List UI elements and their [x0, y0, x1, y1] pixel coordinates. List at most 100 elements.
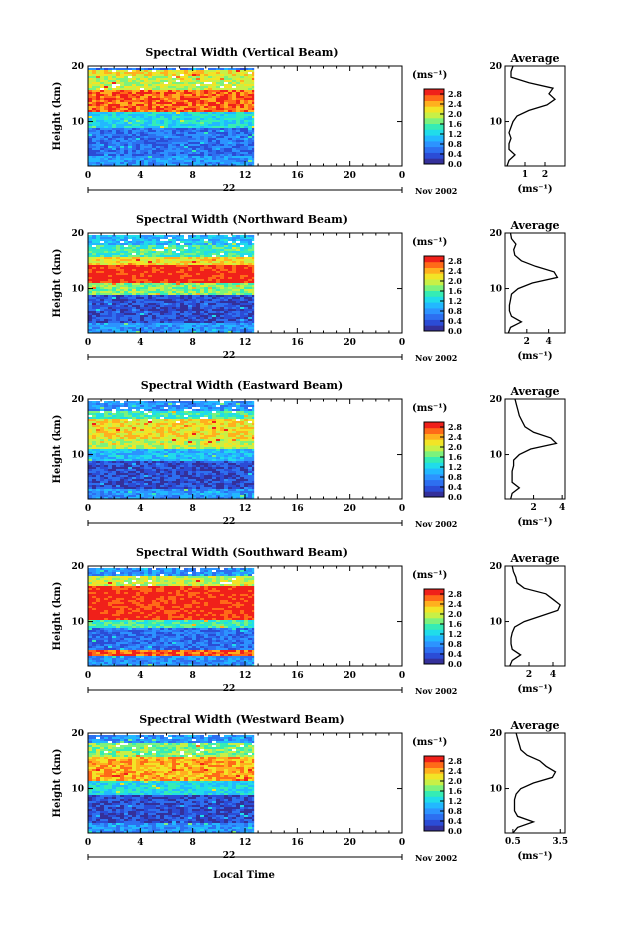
y-tick-label: 20 [71, 395, 84, 405]
heatmap-cells [88, 68, 255, 166]
panel-title: Spectral Width (Southward Beam) [136, 546, 348, 559]
day-label: 22 [223, 851, 236, 861]
y-axis-label: Height (km) [52, 82, 63, 151]
colorbar-swatch [424, 94, 444, 101]
average-title: Average [509, 719, 559, 732]
x-tick-label: 4 [137, 504, 143, 514]
colorbar-tick-label: 0.4 [448, 149, 462, 159]
x-tick-label: 20 [343, 838, 356, 848]
colorbar-tick-label: 0.0 [448, 659, 462, 669]
x-tick-label: 0 [399, 338, 405, 348]
y-tick-label: 20 [71, 562, 84, 572]
y-tick-label: 20 [71, 229, 84, 239]
day-label: 22 [223, 184, 236, 194]
colorbar-tick-label: 2.4 [448, 766, 462, 776]
x-tick-label: 4 [137, 171, 143, 181]
colorbar-tick-label: 0.0 [448, 326, 462, 336]
y-tick-label: 10 [71, 618, 84, 628]
average-y-tick-label: 20 [489, 229, 502, 239]
colorbar-frame [423, 421, 445, 498]
colorbar-tick-label: 0.4 [448, 816, 462, 826]
y-axis-label: Height (km) [52, 582, 63, 651]
average-x-tick-label: 4 [546, 337, 552, 347]
colorbar-tick-label: 2.8 [448, 589, 462, 599]
y-tick-label: 20 [71, 62, 84, 72]
colorbar-swatch [424, 600, 444, 607]
colorbar-tick-label: 2.8 [448, 256, 462, 266]
colorbar-swatch [424, 767, 444, 774]
colorbar-swatch [424, 491, 444, 498]
y-axis-label: Height (km) [52, 749, 63, 818]
x-tick-label: 12 [239, 671, 252, 681]
colorbar-tick-label: 2.4 [448, 99, 462, 109]
average-x-tick-label: 2 [526, 670, 532, 680]
x-tick-label: 0 [85, 338, 91, 348]
colorbar-tick-label: 0.0 [448, 159, 462, 169]
colorbar-swatch [424, 594, 444, 601]
x-tick-label: 16 [291, 671, 304, 681]
colorbar-swatch [424, 802, 444, 809]
colorbar-frame [423, 88, 445, 165]
average-x-tick-label: 2 [530, 503, 536, 513]
x-tick-label: 0 [399, 504, 405, 514]
y-axis-label: Height (km) [52, 415, 63, 484]
y-tick-label: 10 [71, 451, 84, 461]
colorbar-swatch [424, 158, 444, 165]
average-y-tick-label: 20 [489, 395, 502, 405]
day-label: 22 [223, 517, 236, 527]
average-y-tick-label: 10 [489, 618, 502, 628]
x-tick-label: 20 [343, 504, 356, 514]
average-title: Average [509, 219, 559, 232]
date-label: Nov 2002 [415, 853, 457, 863]
x-axis-label: Local Time [213, 870, 275, 881]
x-tick-label: 12 [239, 838, 252, 848]
average-x-tick-label: 4 [550, 670, 556, 680]
heatmap-cells [88, 401, 255, 499]
date-label: Nov 2002 [415, 519, 457, 529]
average-y-tick-label: 10 [489, 285, 502, 295]
colorbar-swatch [424, 422, 444, 429]
colorbar-swatch [424, 635, 444, 642]
colorbar-tick-label: 2.0 [448, 109, 462, 119]
y-tick-label: 10 [71, 785, 84, 795]
colorbar-swatch [424, 468, 444, 475]
x-tick-label: 0 [85, 838, 91, 848]
heatmap-cells [88, 235, 255, 333]
x-tick-label: 20 [343, 171, 356, 181]
average-profile-line [507, 232, 559, 334]
colorbar-swatch [424, 319, 444, 326]
colorbar-swatch [424, 89, 444, 96]
panel-vertical: Spectral Width (Vertical Beam)0 4 8 12 16 20 0… [52, 46, 566, 196]
average-unit-label: (ms⁻¹) [517, 684, 552, 695]
colorbar-swatch [424, 123, 444, 130]
colorbar-swatch [424, 290, 444, 297]
colorbar-swatch [424, 267, 444, 274]
colorbar-swatch [424, 825, 444, 832]
x-tick-label: 0 [85, 504, 91, 514]
average-x-tick-label: 2 [524, 337, 530, 347]
day-label: 22 [223, 684, 236, 694]
colorbar-swatch [424, 462, 444, 469]
average-profile-line [509, 565, 561, 667]
colorbar-swatch [424, 784, 444, 791]
colorbar-swatch [424, 140, 444, 148]
colorbar-swatch [424, 445, 444, 452]
average-x-tick-label: 1 [522, 170, 528, 180]
colorbar-swatch [424, 325, 444, 332]
x-tick-label: 16 [291, 838, 304, 848]
average-frame [504, 398, 566, 500]
date-label: Nov 2002 [415, 353, 457, 363]
colorbar-frame [423, 255, 445, 332]
x-tick-label: 12 [239, 338, 252, 348]
colorbar-swatch [424, 152, 444, 159]
colorbar-swatch [424, 479, 444, 486]
colorbar-swatch [424, 279, 444, 286]
panel-northward: Spectral Width (Northward Beam)0 4 8 12 16 20… [52, 213, 566, 363]
average-title: Average [509, 385, 559, 398]
average-frame [504, 65, 566, 167]
y-tick-label: 10 [71, 285, 84, 295]
colorbar-swatch [424, 146, 444, 153]
average-y-tick-label: 20 [489, 562, 502, 572]
colorbar-swatch [424, 106, 444, 113]
x-tick-label: 0 [399, 671, 405, 681]
